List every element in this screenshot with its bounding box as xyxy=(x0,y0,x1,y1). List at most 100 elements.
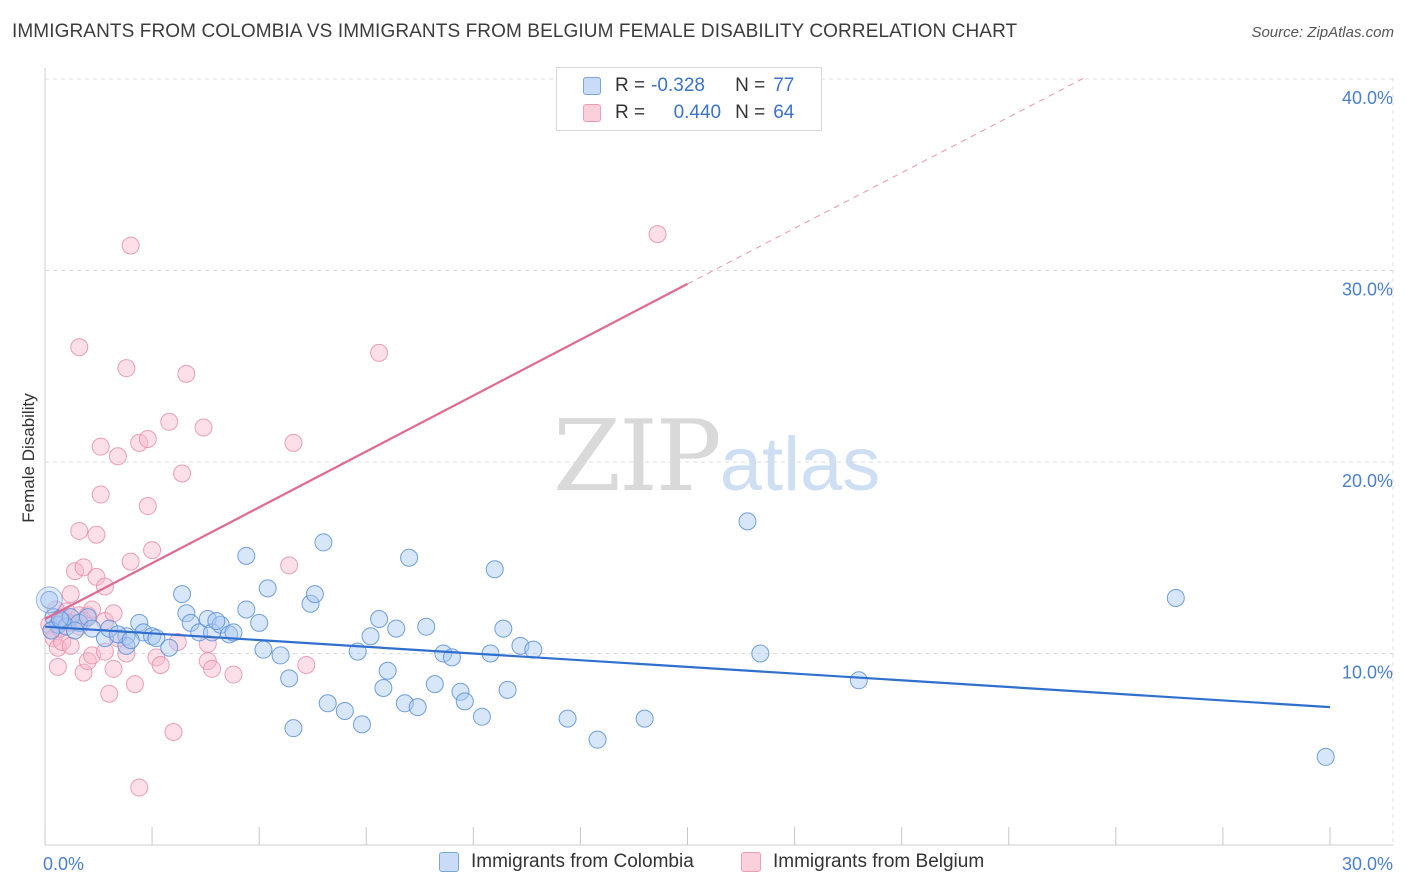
watermark: ZIPatlas xyxy=(553,400,880,514)
colombia-point xyxy=(387,619,406,638)
belgium-point xyxy=(117,359,136,378)
colombia-point xyxy=(284,719,303,738)
colombia-point xyxy=(237,546,256,565)
colombia-point xyxy=(374,678,393,697)
r-value: -0.328 xyxy=(651,75,705,96)
colombia-point xyxy=(130,613,149,632)
tick-labels: 10.0% 20.0% 30.0% 40.0% 0.0% 30.0% Female Disa… xyxy=(19,88,1393,874)
y-tick-label: 20.0% xyxy=(1342,471,1393,491)
belgium-point xyxy=(44,629,63,648)
trend-lines xyxy=(44,76,1331,709)
y-tick-label: 30.0% xyxy=(1342,280,1393,300)
colombia-point xyxy=(258,579,277,598)
legend-item-belgium: Immigrants from Belgium xyxy=(741,851,984,873)
axes xyxy=(44,68,1393,846)
r-label: R = xyxy=(615,102,646,123)
belgium-point xyxy=(130,433,149,452)
belgium-swatch xyxy=(583,104,601,122)
chart-title: IMMIGRANTS FROM COLOMBIA VS IMMIGRANTS F… xyxy=(12,21,1018,42)
colombia-point xyxy=(224,623,243,642)
colombia-point xyxy=(177,604,196,623)
belgium-point xyxy=(138,430,157,449)
colombia-point xyxy=(305,585,324,604)
colombia-point-cluster xyxy=(35,586,63,614)
belgium-point xyxy=(87,525,106,544)
belgium-point xyxy=(108,447,127,466)
legend-row-colombia: R = -0.328 N = 77 xyxy=(583,74,794,98)
grid-lines xyxy=(45,78,1394,845)
belgium-point xyxy=(151,655,170,674)
colombia-point xyxy=(40,590,59,609)
belgium-points xyxy=(40,225,667,797)
colombia-point xyxy=(78,608,97,627)
belgium-point xyxy=(138,497,157,516)
belgium-point xyxy=(194,418,213,437)
belgium-point xyxy=(130,778,149,797)
source-note: Source: ZipAtlas.com xyxy=(1251,24,1394,41)
belgium-point xyxy=(104,604,123,623)
colombia-point xyxy=(237,600,256,619)
belgium-point xyxy=(370,343,389,362)
colombia-point xyxy=(400,548,419,567)
colombia-point xyxy=(361,627,380,646)
belgium-point xyxy=(284,433,303,452)
belgium-point xyxy=(74,663,93,682)
colombia-point xyxy=(849,671,868,690)
colombia-point xyxy=(408,698,427,717)
colombia-point xyxy=(635,709,654,728)
belgium-point xyxy=(203,659,222,678)
belgium-point xyxy=(100,684,119,703)
colombia-point xyxy=(318,694,337,713)
colombia-point xyxy=(352,715,371,734)
belgium-point xyxy=(65,562,84,581)
belgium-point xyxy=(104,659,123,678)
colombia-point xyxy=(207,611,226,630)
colombia-point xyxy=(738,512,757,531)
belgium-point xyxy=(121,552,140,571)
colombia-point xyxy=(378,661,397,680)
n-value: 77 xyxy=(773,75,795,96)
colombia-point xyxy=(370,610,389,629)
belgium-point xyxy=(95,642,114,661)
belgium-point xyxy=(70,521,89,540)
colombia-point xyxy=(485,560,504,579)
colombia-point xyxy=(65,621,84,640)
belgium-point xyxy=(61,585,80,604)
belgium-point xyxy=(143,541,162,560)
colombia-trend-line xyxy=(44,625,1331,709)
colombia-point xyxy=(173,585,192,604)
x-tick-label: 0.0% xyxy=(43,854,84,874)
r-label: R = xyxy=(615,75,646,96)
colombia-point xyxy=(498,680,517,699)
n-label: N = xyxy=(735,75,766,96)
belgium-legend-swatch xyxy=(741,852,761,872)
colombia-point xyxy=(280,669,299,688)
belgium-point xyxy=(177,364,196,383)
x-tick-label: 30.0% xyxy=(1342,854,1393,874)
colombia-point xyxy=(494,619,513,638)
r-value: 0.440 xyxy=(673,102,722,123)
colombia-points xyxy=(35,512,1335,766)
correlation-legend: R = -0.328 N = 77 R = 0.440 N = 64 xyxy=(556,67,822,131)
colombia-point xyxy=(425,675,444,694)
colombia-point xyxy=(335,701,354,720)
belgium-point xyxy=(74,558,93,577)
colombia-legend-label: Immigrants from Colombia xyxy=(471,851,694,872)
belgium-point xyxy=(121,236,140,255)
y-axis-title: Female Disability xyxy=(19,393,38,523)
belgium-point xyxy=(70,338,89,357)
colombia-swatch xyxy=(583,77,601,95)
colombia-point xyxy=(254,640,273,659)
colombia-legend-swatch xyxy=(439,852,459,872)
colombia-point xyxy=(455,692,474,711)
belgium-point xyxy=(48,657,67,676)
n-value: 64 xyxy=(773,102,795,123)
belgium-point xyxy=(280,556,299,575)
y-tick-label: 40.0% xyxy=(1342,88,1393,108)
belgium-point xyxy=(648,225,667,244)
colombia-point xyxy=(451,682,470,701)
colombia-point xyxy=(588,730,607,749)
legend-row-belgium: R = 0.440 N = 64 xyxy=(583,101,794,125)
colombia-point xyxy=(314,533,333,552)
